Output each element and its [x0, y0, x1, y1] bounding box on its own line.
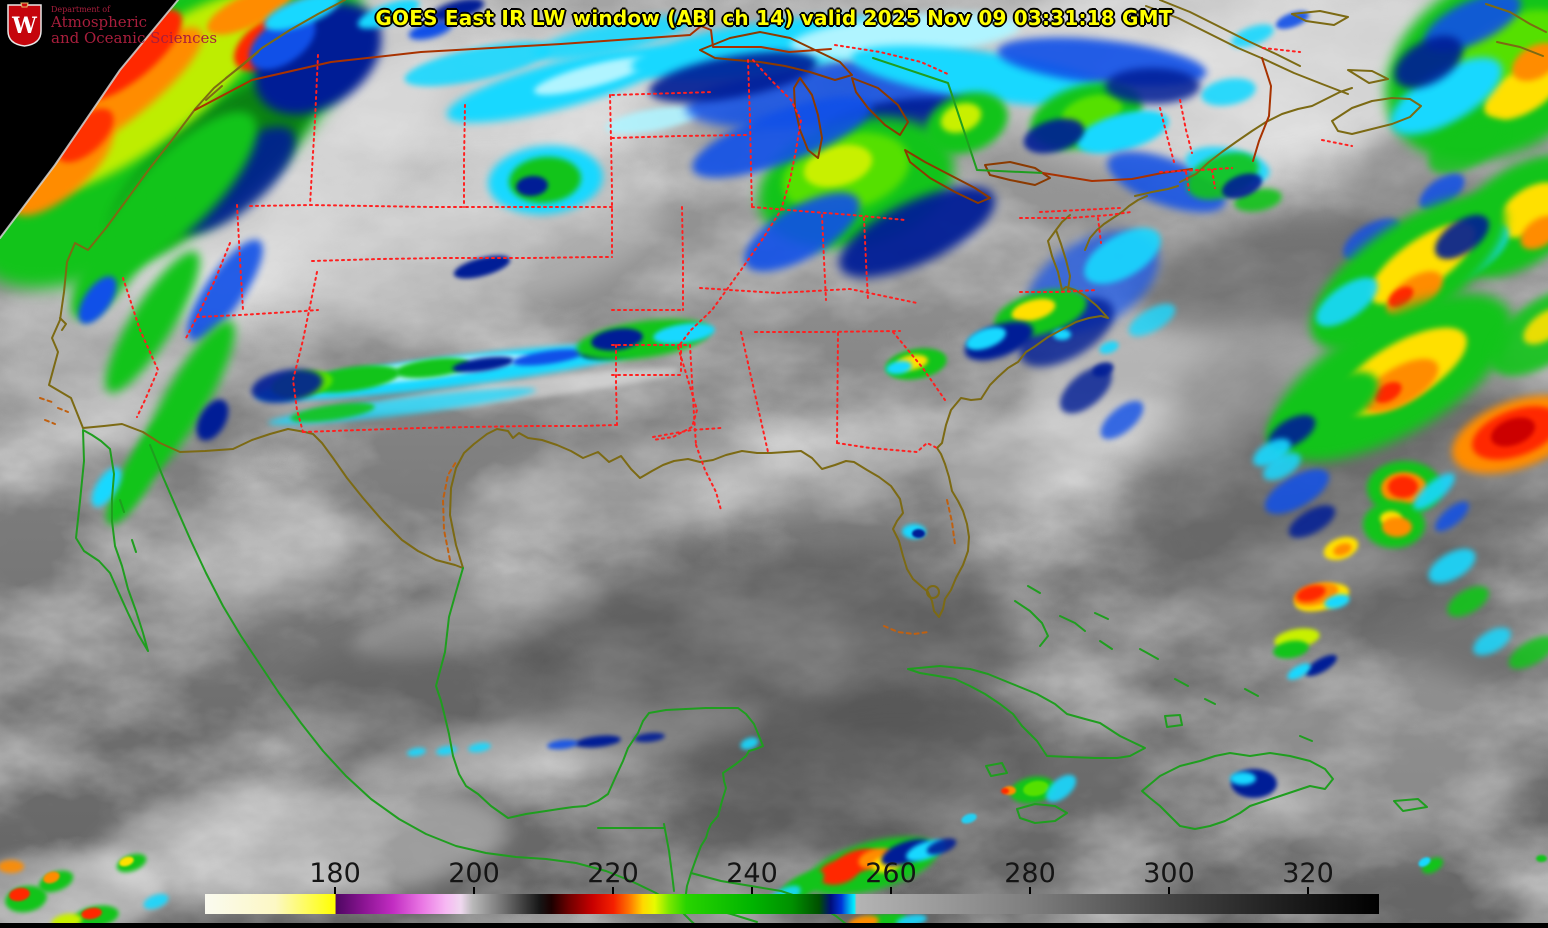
uw-aos-logo: W Department of Atmospheric and Oceanic …: [6, 2, 217, 48]
logo-dept-line: Department of: [51, 5, 111, 14]
logo-line1: Atmospheric: [51, 13, 148, 31]
logo-line2: and Oceanic Sciences: [51, 29, 218, 47]
bottom-black-strip: [0, 923, 1548, 928]
uw-crest-icon: W: [7, 2, 42, 47]
svg-text:W: W: [11, 13, 37, 39]
image-title: GOES East IR LW window (ABI ch 14) valid…: [375, 6, 1173, 30]
logo-text: Department of Atmospheric and Oceanic Sc…: [51, 2, 217, 46]
